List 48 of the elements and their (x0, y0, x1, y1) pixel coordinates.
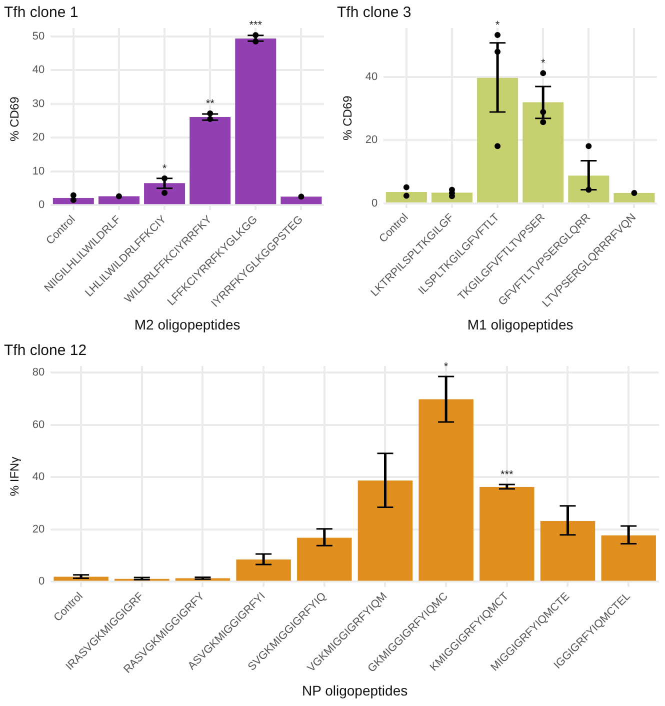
y-tick-label: 10 (32, 165, 45, 178)
y-tick-label: 0 (38, 199, 45, 212)
y-tick-label: 20 (32, 132, 45, 144)
bar (190, 117, 231, 204)
bar (418, 399, 474, 581)
bar (358, 480, 413, 581)
y-axis-title: % CD69 (340, 95, 355, 140)
annotation: * (162, 162, 168, 175)
y-tick-label: 60 (32, 418, 45, 431)
bar (386, 192, 427, 202)
annotation: * (444, 360, 449, 373)
bar (98, 196, 140, 204)
annotation: *** (249, 20, 263, 32)
bar (236, 559, 291, 581)
chart-title: Tfh clone 12 (4, 342, 87, 360)
y-tick-label: 20 (365, 134, 378, 146)
y-tick-label: 0 (38, 576, 45, 588)
y-tick-label: 40 (32, 471, 45, 484)
y-tick-label: 50 (32, 30, 45, 42)
x-axis-title: M2 oligopeptides (134, 316, 240, 332)
bar (614, 192, 655, 202)
annotation: ** (206, 98, 216, 110)
bar (540, 521, 596, 581)
bar (477, 78, 518, 202)
bar (280, 196, 322, 204)
bar (297, 538, 352, 581)
bar (235, 38, 276, 204)
y-tick-label: 80 (32, 366, 45, 379)
bar (144, 183, 186, 204)
y-tick-label: 40 (32, 64, 45, 76)
bar (601, 535, 656, 581)
y-tick-label: 20 (32, 523, 45, 536)
bar (480, 487, 534, 581)
chart-title: Tfh clone 1 (4, 4, 78, 22)
chart-title: Tfh clone 3 (337, 4, 412, 22)
y-axis-title: % CD69 (8, 96, 22, 142)
x-axis-title: NP oligopeptides (302, 682, 408, 698)
y-tick-label: 40 (365, 71, 378, 84)
y-axis-title: % IFNγ (8, 456, 22, 496)
bar (522, 102, 564, 202)
annotation: * (540, 58, 546, 70)
x-axis-title: M1 oligopeptides (467, 316, 574, 332)
y-tick-label: 30 (32, 98, 45, 110)
annotation: *** (500, 468, 514, 481)
annotation: * (495, 19, 500, 32)
bar (568, 176, 610, 202)
y-tick-label: 0 (372, 197, 378, 210)
bar (431, 192, 472, 202)
